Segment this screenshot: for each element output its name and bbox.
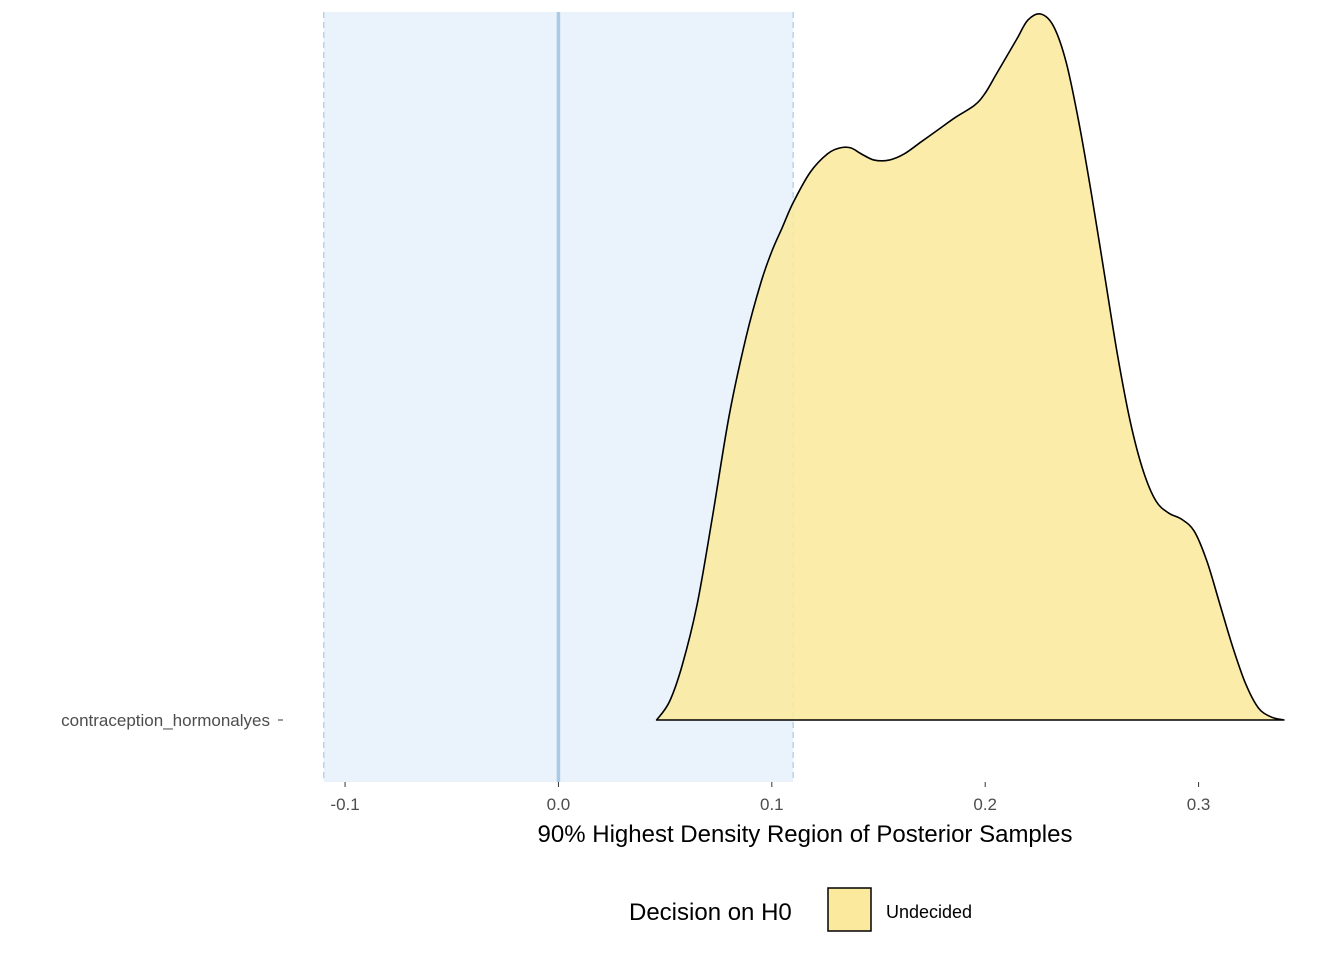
legend-entries: Undecided	[827, 887, 972, 932]
x-tick-label: 0.1	[760, 795, 784, 814]
density-curve-0	[655, 13, 1285, 721]
y-axis: contraception_hormonalyes	[61, 711, 283, 730]
plot-panel	[322, 12, 1285, 782]
x-tick-label: 0.0	[547, 795, 571, 814]
x-axis-title: 90% Highest Density Region of Posterior …	[538, 821, 1073, 848]
x-tick-label: 0.2	[973, 795, 997, 814]
legend-key-label: Undecided	[886, 902, 972, 922]
x-tick-label: -0.1	[330, 795, 359, 814]
y-category-label: contraception_hormonalyes	[61, 711, 270, 730]
legend-key-swatch	[827, 887, 872, 932]
x-axis: -0.1 0.0 0.1 0.2 0.3	[330, 782, 1210, 814]
density-layer	[655, 13, 1285, 721]
legend-title: Decision on H0	[629, 899, 792, 926]
x-tick-label: 0.3	[1187, 795, 1211, 814]
legend: Decision on H0 Undecided	[629, 887, 972, 932]
